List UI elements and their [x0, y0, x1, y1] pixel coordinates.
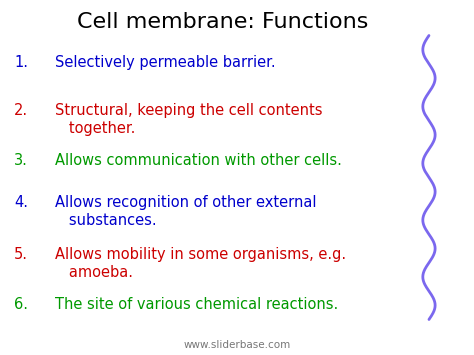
Text: Allows communication with other cells.: Allows communication with other cells. — [55, 153, 341, 168]
Text: 4.: 4. — [14, 195, 28, 210]
Text: 3.: 3. — [14, 153, 28, 168]
Text: 6.: 6. — [14, 297, 28, 312]
Text: Cell membrane: Functions: Cell membrane: Functions — [77, 12, 368, 32]
Text: The site of various chemical reactions.: The site of various chemical reactions. — [55, 297, 338, 312]
Text: 2.: 2. — [14, 103, 28, 118]
Text: Allows recognition of other external
   substances.: Allows recognition of other external sub… — [55, 195, 316, 228]
Text: Allows mobility in some organisms, e.g.
   amoeba.: Allows mobility in some organisms, e.g. … — [55, 247, 346, 280]
Text: 1.: 1. — [14, 55, 28, 70]
Text: www.sliderbase.com: www.sliderbase.com — [183, 340, 291, 350]
Text: 5.: 5. — [14, 247, 28, 262]
Text: Structural, keeping the cell contents
   together.: Structural, keeping the cell contents to… — [55, 103, 322, 136]
Text: Selectively permeable barrier.: Selectively permeable barrier. — [55, 55, 275, 70]
